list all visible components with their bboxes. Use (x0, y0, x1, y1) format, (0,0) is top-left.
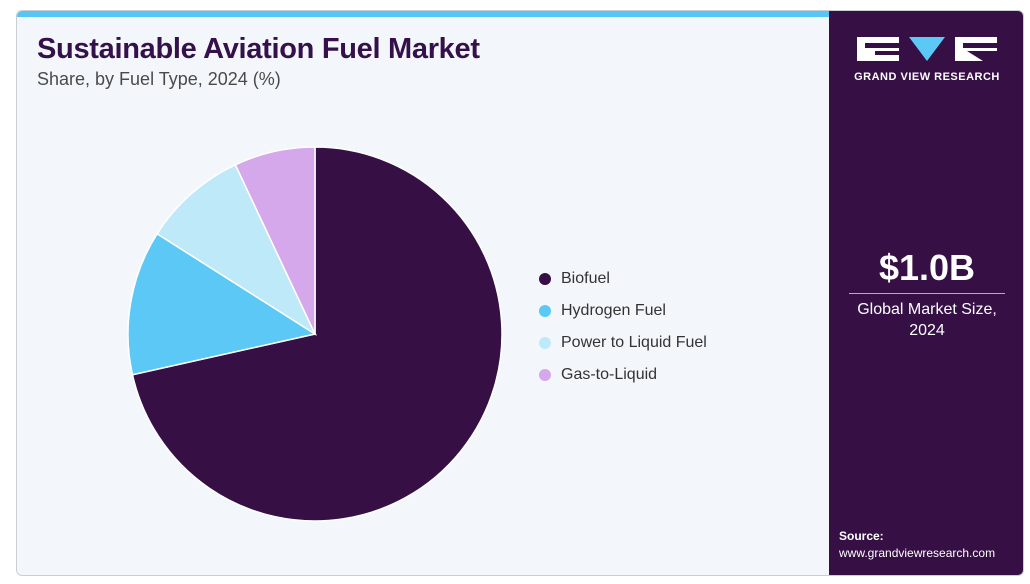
legend-label: Power to Liquid Fuel (561, 334, 707, 351)
legend-swatch (539, 369, 551, 381)
report-card: Sustainable Aviation Fuel Market Share, … (16, 10, 1024, 576)
summary-sidebar: GRAND VIEW RESEARCH $1.0B Global Market … (829, 11, 1023, 575)
pie-slice-power-to-liquid-fuel (156, 163, 317, 337)
legend-label: Biofuel (561, 270, 610, 287)
legend-swatch (539, 273, 551, 285)
legend-item: Power to Liquid Fuel (539, 327, 707, 359)
accent-bar (17, 11, 829, 17)
pie-slice-hydrogen-fuel (127, 232, 317, 376)
chart-panel: Sustainable Aviation Fuel Market Share, … (17, 11, 829, 575)
legend-swatch (539, 337, 551, 349)
source-url[interactable]: www.grandviewresearch.com (839, 546, 996, 560)
brand-name: GRAND VIEW RESEARCH (854, 71, 1000, 83)
legend-item: Gas-to-Liquid (539, 359, 707, 391)
pie-slice-gas-to-liquid (234, 146, 316, 335)
source-label: Source: (839, 529, 884, 543)
chart-title: Sustainable Aviation Fuel Market (37, 33, 480, 65)
grand-view-research-logo (857, 37, 997, 61)
legend-item: Biofuel (539, 263, 707, 295)
pie-chart (127, 146, 503, 522)
pie-slice-biofuel (131, 146, 503, 522)
chart-legend: Biofuel Hydrogen Fuel Power to Liquid Fuel… (539, 263, 707, 391)
divider (849, 293, 1005, 294)
legend-swatch (539, 305, 551, 317)
legend-item: Hydrogen Fuel (539, 295, 707, 327)
chart-subtitle: Share, by Fuel Type, 2024 (%) (37, 69, 281, 89)
market-size-value: $1.0B (878, 247, 976, 288)
market-size-label: Global Market Size, 2024 (857, 301, 997, 339)
legend-label: Gas-to-Liquid (561, 366, 658, 383)
legend-label: Hydrogen Fuel (561, 302, 666, 319)
